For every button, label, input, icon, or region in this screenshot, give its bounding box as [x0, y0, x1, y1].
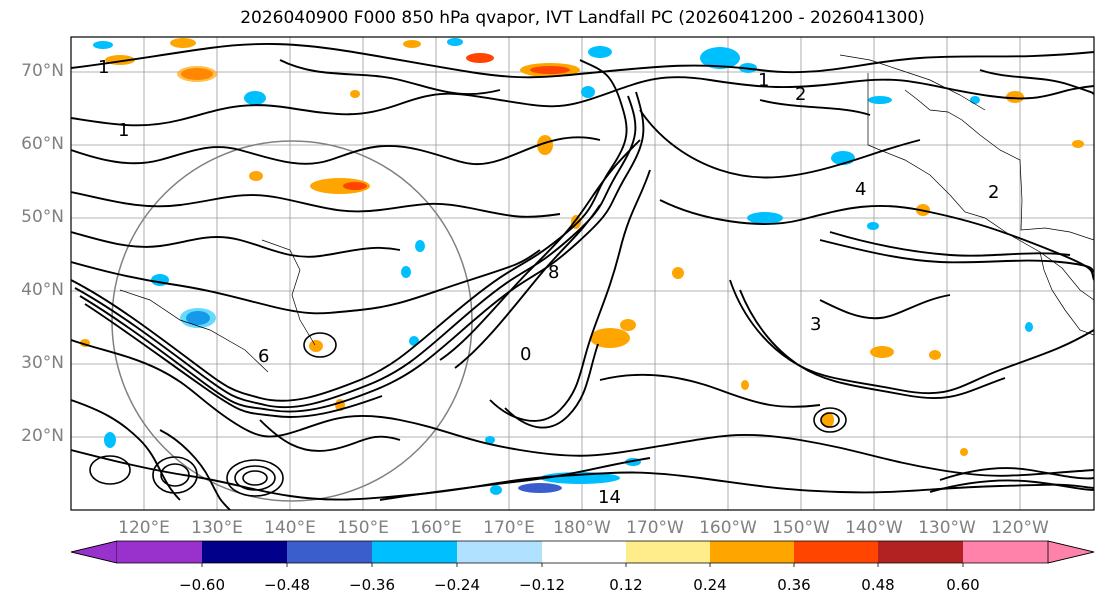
lat-label-50n: 50°N	[21, 207, 64, 227]
contour-label: 8	[548, 262, 559, 283]
lat-label-30n: 30°N	[21, 353, 64, 373]
colorbar-extend-left	[70, 540, 118, 564]
contour-label: 1	[758, 70, 769, 91]
colorbar-segment	[878, 541, 963, 563]
contour-label: 1	[118, 120, 129, 141]
lat-label-70n: 70°N	[21, 61, 64, 81]
lon-label: 160°W	[699, 518, 757, 538]
contour-label: 0	[520, 344, 531, 365]
contour-label: 3	[810, 314, 821, 335]
graticule	[71, 37, 1094, 510]
colorbar-segment	[287, 541, 372, 563]
anomaly-shading	[80, 38, 1084, 495]
colorbar-tick-label: −0.48	[264, 576, 310, 594]
lat-label-60n: 60°N	[21, 134, 64, 154]
contour-label: 4	[855, 179, 866, 200]
colorbar-segment	[372, 541, 457, 563]
colorbar-tick-label: −0.60	[179, 576, 225, 594]
lon-label: 130°E	[191, 518, 243, 538]
colorbar-segment	[117, 541, 202, 563]
colorbar-segment	[457, 541, 542, 563]
coastlines	[119, 54, 1094, 373]
colorbar-tick-label: 0.36	[777, 576, 811, 594]
lon-label: 150°W	[772, 518, 830, 538]
lon-label: 180°W	[553, 518, 611, 538]
colorbar-segment	[626, 541, 710, 563]
colorbar-tick-label: −0.12	[519, 576, 565, 594]
lon-label: 120°W	[991, 518, 1049, 538]
lon-label: 120°E	[118, 518, 170, 538]
contours	[71, 43, 1094, 510]
map-title: 2026040900 F000 850 hPa qvapor, IVT Land…	[240, 8, 925, 28]
colorbar-tick-label: 0.48	[861, 576, 895, 594]
contour-label: 2	[795, 84, 806, 105]
lon-label: 170°W	[626, 518, 684, 538]
colorbar-segment	[542, 541, 626, 563]
contour-label: 2	[988, 182, 999, 203]
lon-label: 170°E	[483, 518, 535, 538]
lon-label: 140°E	[264, 518, 316, 538]
colorbar-extend-right	[1047, 540, 1095, 564]
map-panel: 1 1 1 2 2 4 3 8 6 0 14	[71, 37, 1094, 510]
lon-label: 150°E	[337, 518, 389, 538]
contour-loops	[89, 332, 847, 497]
colorbar-segment	[710, 541, 794, 563]
colorbar-tick-label: 0.60	[946, 576, 980, 594]
lon-label: 160°E	[410, 518, 462, 538]
colorbar-tick-label: −0.24	[434, 576, 480, 594]
colorbar-segment	[202, 541, 287, 563]
contour-label: 14	[598, 487, 621, 508]
colorbar-segment	[963, 541, 1048, 563]
colorbar-tick-label: −0.36	[349, 576, 395, 594]
contour-label: 1	[98, 57, 109, 78]
lat-label-40n: 40°N	[21, 280, 64, 300]
colorbar-segment	[794, 541, 878, 563]
colorbar-tick-label: 0.24	[693, 576, 727, 594]
lon-label: 140°W	[845, 518, 903, 538]
contour-label: 6	[258, 346, 269, 367]
contour-label-layer: 1 1 1 2 2 4 3 8 6 0 14	[98, 57, 999, 508]
map-frame	[70, 36, 1095, 511]
colorbar	[70, 540, 1095, 567]
lon-label: 130°W	[918, 518, 976, 538]
lat-label-20n: 20°N	[21, 426, 64, 446]
colorbar-tick-label: 0.12	[609, 576, 643, 594]
